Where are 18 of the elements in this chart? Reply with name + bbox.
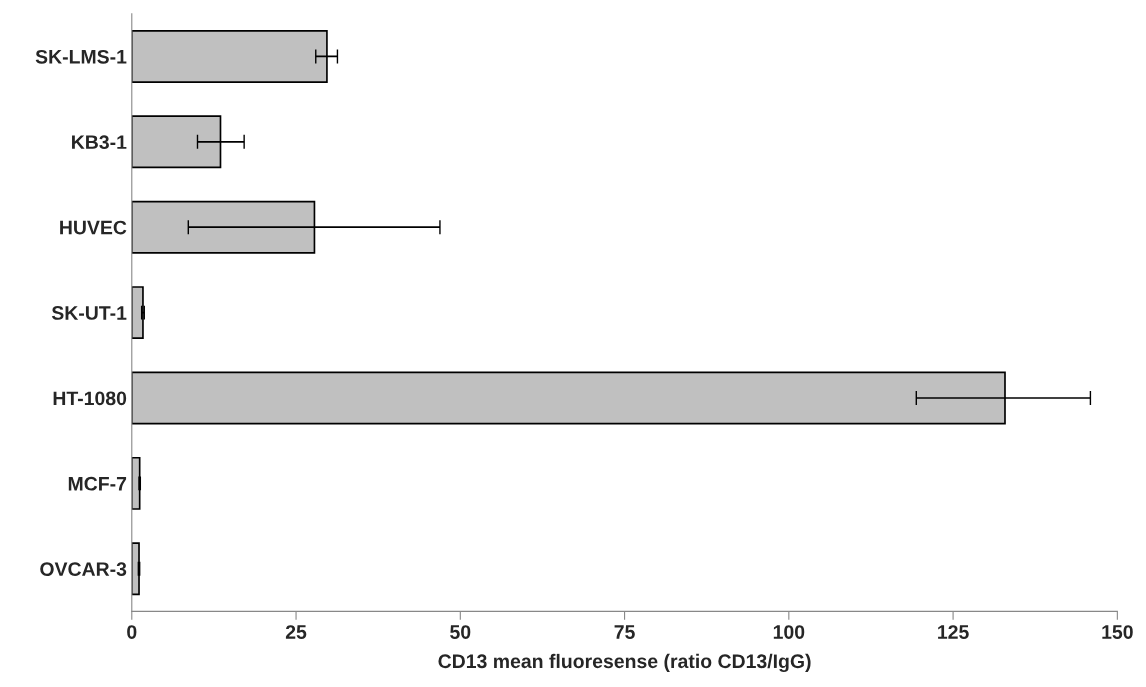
x-tick-label: 125	[938, 625, 969, 639]
x-tick-label: 25	[285, 625, 307, 639]
x-tick-label: 75	[614, 625, 635, 639]
x-tick-label: 50	[450, 625, 471, 639]
y-tick-label: HT-1080	[53, 391, 127, 406]
y-tick-label: OVCAR-3	[40, 562, 127, 576]
y-tick-label: SK-UT-1	[51, 306, 127, 320]
bar	[131, 286, 144, 340]
x-tick-label: 100	[773, 625, 805, 639]
bar	[131, 542, 140, 596]
y-tick-label: MCF-7	[68, 476, 127, 491]
y-tick-label: HUVEC	[60, 220, 127, 235]
y-tick-label: KB3-1	[72, 135, 127, 150]
bar	[131, 456, 141, 510]
x-tick-label: 0	[127, 625, 137, 639]
y-tick-label: SK-LMS-1	[35, 49, 127, 64]
x-axis-title: CD13 mean fluoresense (ratio CD13/IgG)	[438, 653, 811, 673]
x-tick-label: 150	[1102, 625, 1133, 639]
